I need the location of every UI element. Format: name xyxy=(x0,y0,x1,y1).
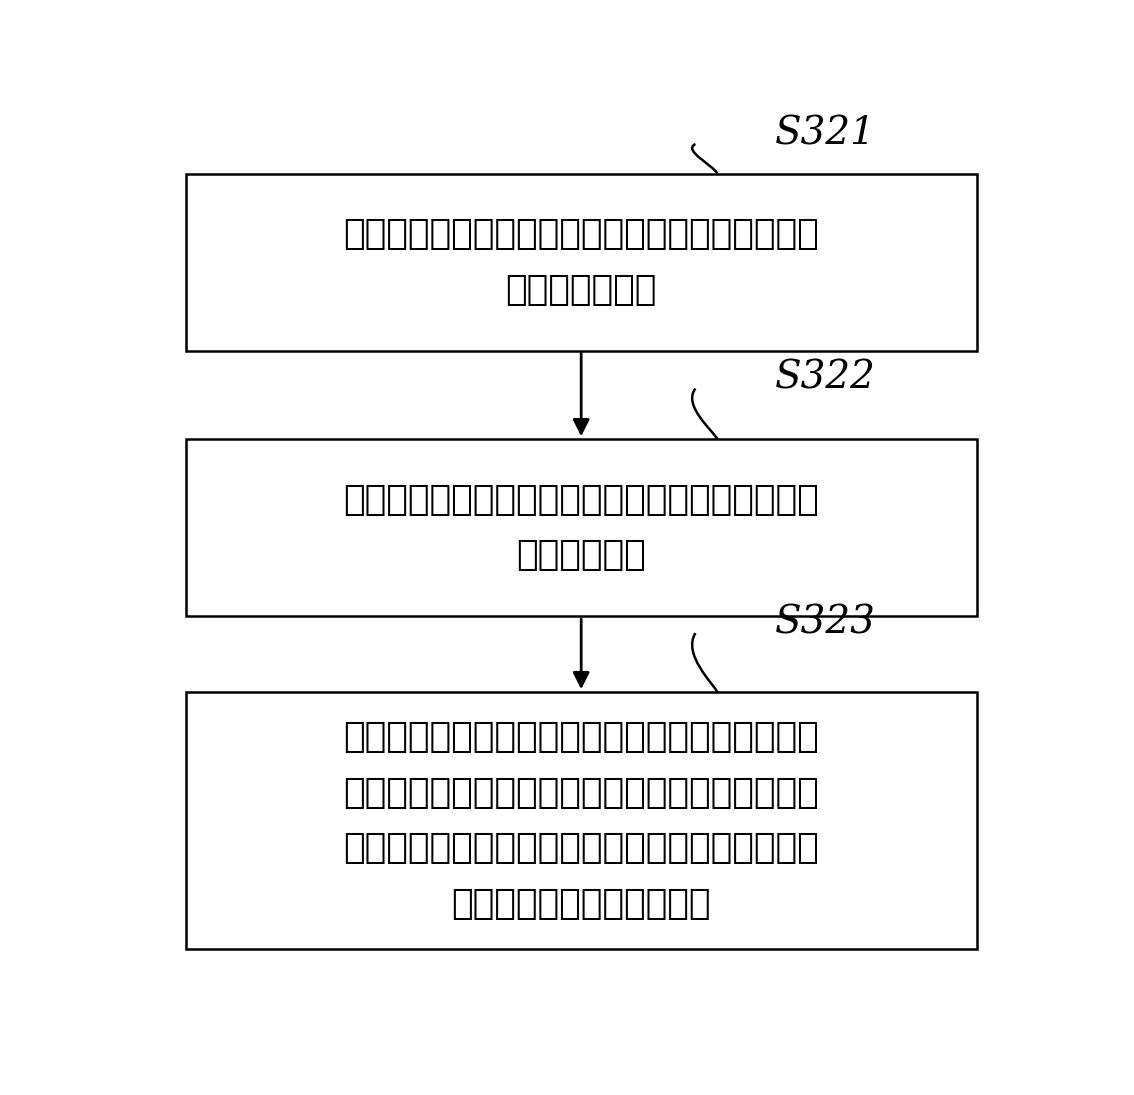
Bar xyxy=(186,173,976,350)
Text: S322: S322 xyxy=(775,360,875,397)
Bar xyxy=(186,692,976,949)
Text: 根据所述临界阈值对扫查面进行二值化处理，获取
其对应的二值图: 根据所述临界阈值对扫查面进行二值化处理，获取 其对应的二值图 xyxy=(344,217,819,307)
Text: S323: S323 xyxy=(775,604,875,642)
Bar xyxy=(186,439,976,616)
Text: S321: S321 xyxy=(775,115,875,152)
Text: 对轮廓图的有效区域内的每条数据线列向扫描，保
留轮廓图进入点，以形成对应当前扫查面的胎儿区
域的表面轮廓线，胎儿表面图，所述胎儿表面图中
显示胎儿区域的表面轮廓: 对轮廓图的有效区域内的每条数据线列向扫描，保 留轮廓图进入点，以形成对应当前扫查… xyxy=(344,721,819,921)
Text: 对二值图区域的轮廓进行勾勒，形成多个具有封闭
区域的轮廓图: 对二值图区域的轮廓进行勾勒，形成多个具有封闭 区域的轮廓图 xyxy=(344,483,819,573)
